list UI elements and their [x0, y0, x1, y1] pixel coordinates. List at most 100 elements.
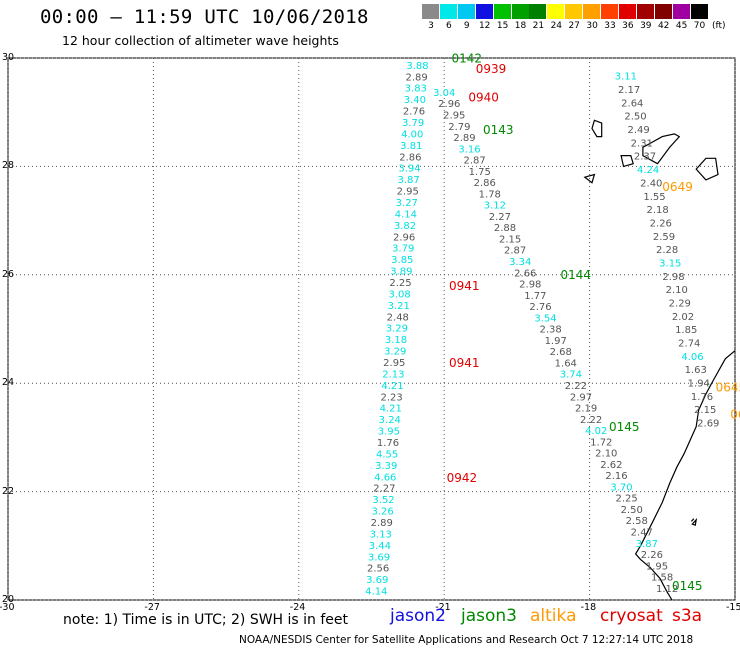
colorbar-label: 27 — [568, 21, 580, 31]
pass-time-label: 0941 — [449, 279, 480, 293]
pass-time-label: 0145 — [609, 420, 640, 434]
coast-islet — [690, 518, 695, 522]
swh-label: 2.19 — [575, 404, 597, 415]
swh-label: 2.89 — [371, 518, 393, 529]
swh-label: 3.12 — [484, 201, 506, 212]
gran-canaria-island — [695, 157, 719, 181]
colorbar-label: 39 — [640, 21, 652, 31]
la-gomera-island — [620, 155, 634, 168]
page-title: 00:00 – 11:59 UTC 10/06/2018 — [40, 6, 369, 28]
colorbar-label: 24 — [550, 21, 563, 31]
lat-tick-label: 24 — [2, 377, 15, 389]
swh-label: 1.12 — [656, 584, 678, 595]
swh-label: 2.26 — [650, 218, 672, 229]
lat-tick-label: 26 — [2, 268, 15, 280]
swh-label: 2.89 — [453, 133, 475, 144]
swh-label: 3.29 — [384, 347, 406, 358]
swh-label: 3.79 — [392, 244, 414, 255]
swh-label: 2.02 — [672, 312, 694, 323]
swh-label: 4.21 — [381, 381, 403, 392]
colorbar-swatch — [493, 4, 511, 19]
swh-label: 2.79 — [448, 122, 470, 133]
swh-label: 2.17 — [618, 85, 640, 96]
swh-label: 2.40 — [640, 178, 662, 189]
swh-label: 2.10 — [666, 285, 688, 296]
colorbar-swatch — [439, 4, 457, 19]
swh-label: 3.94 — [398, 164, 420, 175]
swh-label: 2.29 — [669, 299, 691, 310]
legend-item-altika: altika — [530, 606, 577, 626]
swh-label: 4.14 — [395, 209, 417, 220]
swh-label: 1.64 — [555, 358, 577, 369]
swh-label: 1.77 — [524, 291, 546, 302]
swh-label: 2.28 — [656, 245, 678, 256]
colorbar-swatch — [601, 4, 618, 19]
swh-label: 3.87 — [397, 175, 419, 186]
swh-label: 2.96 — [393, 232, 415, 243]
swh-label: 1.94 — [688, 379, 710, 390]
swh-label: 2.48 — [387, 312, 409, 323]
swh-label: 4.06 — [681, 352, 703, 363]
swh-label: 2.95 — [397, 187, 419, 198]
colorbar-swatch — [565, 4, 583, 19]
pass-time-label: 0144 — [561, 268, 592, 282]
swh-label: 3.89 — [390, 267, 412, 278]
swh-label: 3.82 — [394, 221, 416, 232]
colorbar-swatch — [475, 4, 493, 19]
colorbar-label: 70 — [693, 21, 706, 31]
swh-label: 2.10 — [595, 449, 617, 460]
swh-label: 2.26 — [641, 550, 663, 561]
pass-time-label: 0142 — [452, 51, 483, 65]
swh-label: 4.21 — [380, 404, 402, 415]
swh-label: 2.22 — [565, 381, 587, 392]
colorbar-swatch — [511, 4, 529, 19]
swh-label: 2.15 — [694, 405, 716, 416]
swh-label: 1.95 — [646, 561, 668, 572]
swh-label: 3.88 — [406, 61, 428, 72]
colorbar-label: 21 — [532, 21, 545, 31]
swh-label: 3.27 — [396, 198, 418, 209]
swh-label: 4.14 — [365, 587, 387, 598]
lon-tick-label: -30 — [0, 602, 15, 613]
legend-item-s3a: s3a — [672, 606, 703, 626]
lat-tick-label: 22 — [2, 485, 15, 497]
swh-label: 2.13 — [382, 369, 404, 380]
swh-label: 2.62 — [600, 460, 622, 471]
lon-tick-label: -27 — [144, 602, 160, 613]
swh-label: 2.86 — [399, 152, 421, 163]
swh-label: 2.95 — [443, 111, 465, 122]
colorbar-swatch — [457, 4, 475, 19]
swh-label: 2.31 — [631, 138, 653, 149]
swh-label: 1.75 — [469, 167, 491, 178]
swh-label: 2.50 — [624, 112, 646, 123]
swh-label: 2.27 — [489, 212, 511, 223]
swh-label: 2.58 — [626, 516, 648, 527]
swh-label: 2.16 — [605, 471, 627, 482]
swh-label: 2.25 — [389, 278, 411, 289]
swh-label: 3.79 — [402, 118, 424, 129]
swh-label: 2.95 — [383, 358, 405, 369]
swh-label: 3.52 — [372, 495, 394, 506]
legend-item-cryosat: cryosat — [600, 606, 663, 626]
african-coastline — [634, 350, 736, 601]
swh-label: 3.26 — [371, 507, 393, 518]
colorbar-swatch — [690, 4, 708, 19]
swh-label: 3.11 — [615, 72, 637, 83]
swh-label: 2.23 — [380, 392, 402, 403]
swh-label: 2.56 — [367, 564, 389, 575]
swh-label: 2.25 — [615, 494, 637, 505]
swh-label: 2.74 — [678, 339, 700, 350]
swh-label: 1.97 — [545, 336, 567, 347]
legend-item-jason3: jason3 — [461, 606, 517, 626]
swh-label: 2.76 — [529, 302, 551, 313]
tenerife-island — [642, 133, 681, 165]
swh-label: 2.59 — [653, 232, 675, 243]
swh-label: 2.27 — [373, 484, 395, 495]
footer-credit: NOAA/NESDIS Center for Satellite Applica… — [239, 634, 694, 646]
swh-label: 4.66 — [374, 472, 396, 483]
pass-time-label: 0649 — [662, 180, 693, 194]
pass-time-label: 0645 — [730, 407, 740, 421]
note-text: note: 1) Time is in UTC; 2) SWH is in fe… — [63, 612, 349, 628]
